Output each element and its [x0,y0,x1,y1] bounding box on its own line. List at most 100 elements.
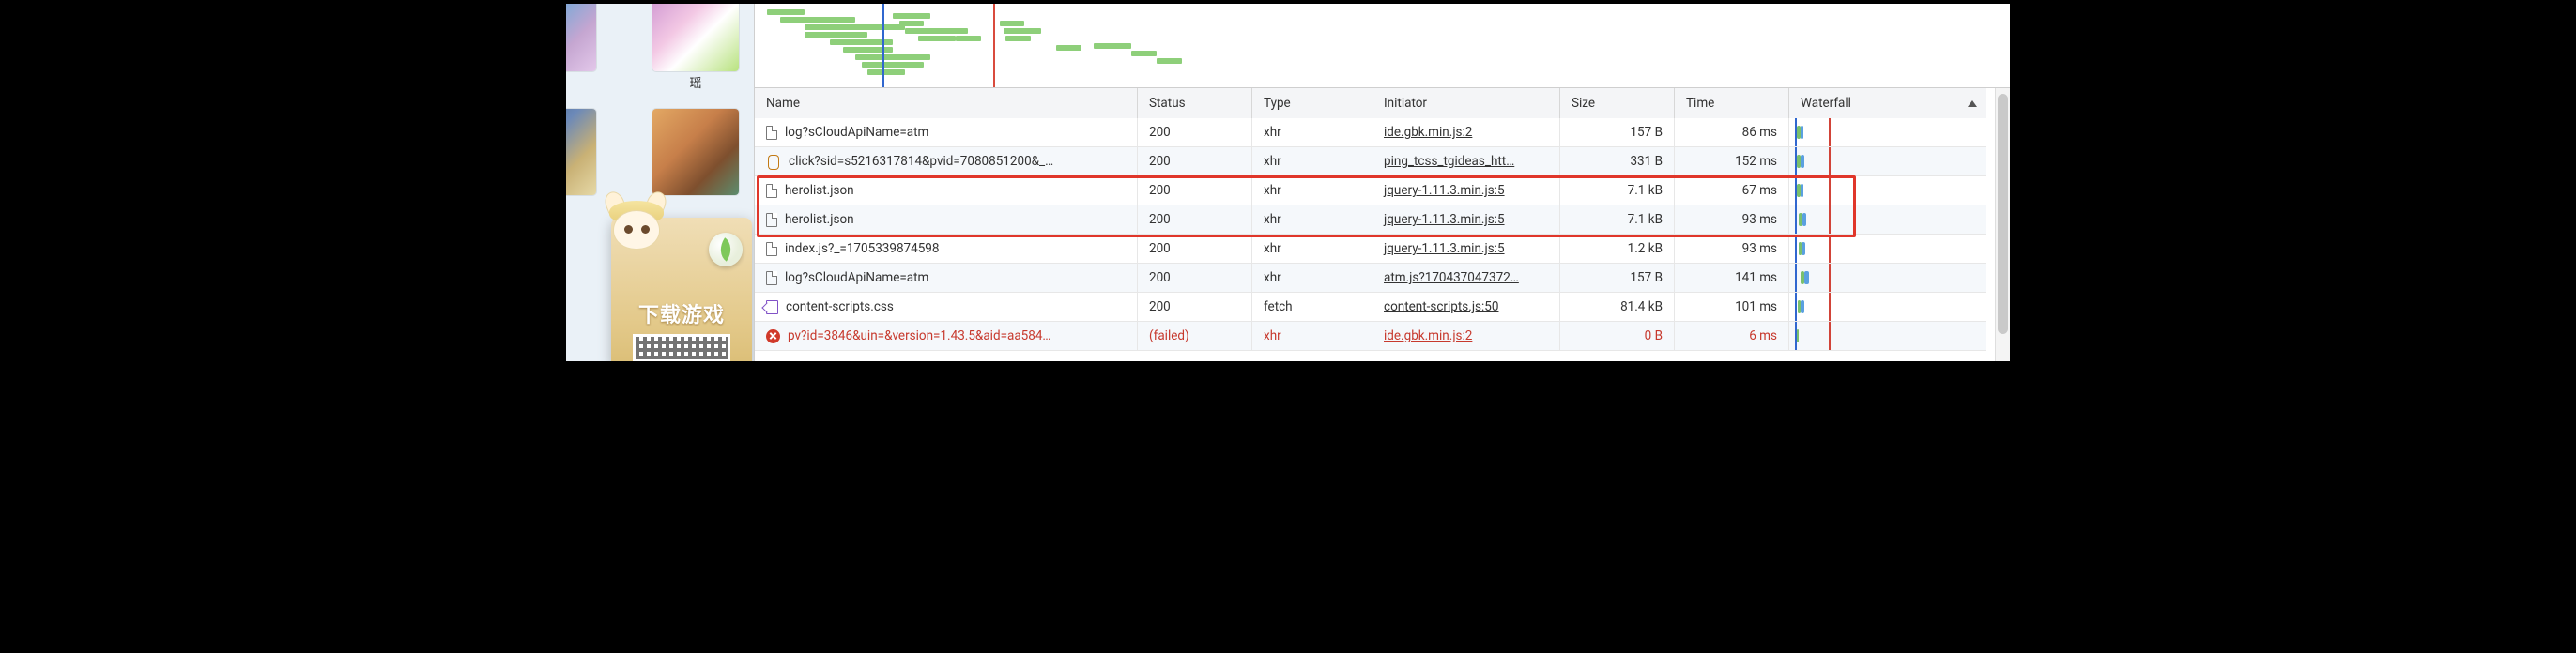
scrollbar-thumb[interactable] [1998,94,2008,334]
doc-file-icon [766,184,777,198]
cell-initiator[interactable]: jquery-1.11.3.min.js:5 [1372,205,1560,235]
cell-status: 200 [1138,205,1252,235]
request-name: herolist.json [785,212,854,227]
cell-type: xhr [1252,205,1372,235]
doc-file-icon [766,126,777,140]
column-header-time[interactable]: Time [1675,88,1789,118]
initiator-link[interactable]: content-scripts.js:50 [1384,299,1498,314]
cell-time: 86 ms [1675,118,1789,147]
mascot-icon [604,193,682,272]
game-left-panel: 中君 瑶 马懿 下载游戏 [566,4,754,361]
cell-name[interactable]: herolist.json [755,205,1138,235]
cell-status: 200 [1138,293,1252,322]
request-name: click?sid=s5216317814&pvid=7080851200&_… [789,154,1053,169]
hero-thumb[interactable] [652,4,739,71]
column-header-size[interactable]: Size [1560,88,1675,118]
cell-time: 93 ms [1675,235,1789,264]
cell-size: 157 B [1560,264,1675,293]
cell-type: xhr [1252,264,1372,293]
hero-thumb[interactable] [566,109,596,195]
cell-name[interactable]: herolist.json [755,176,1138,205]
cell-type: xhr [1252,235,1372,264]
initiator-link[interactable]: ping_tcss_tgideas_htt… [1384,154,1514,169]
cell-initiator[interactable]: ide.gbk.min.js:2 [1372,322,1560,351]
screenshot-frame: 中君 瑶 马懿 下载游戏 [556,0,2020,372]
cell-status: 200 [1138,235,1252,264]
request-name: pv?id=3846&uin=&version=1.43.5&aid=aa584… [788,328,1050,343]
cell-waterfall [1789,293,1986,322]
cell-initiator[interactable]: jquery-1.11.3.min.js:5 [1372,235,1560,264]
doc-file-icon [766,271,777,285]
network-request-grid: Name Status Type Initiator Size Time Wat… [755,88,1995,361]
devtools-network-panel: Name Status Type Initiator Size Time Wat… [754,4,2010,361]
cell-name[interactable]: content-scripts.css [755,293,1138,322]
cell-type: fetch [1252,293,1372,322]
cell-waterfall [1789,322,1986,351]
initiator-link[interactable]: jquery-1.11.3.min.js:5 [1384,183,1505,198]
hero-thumb[interactable] [566,4,596,71]
cell-name[interactable]: log?sCloudApiName=atm [755,118,1138,147]
column-header-type[interactable]: Type [1252,88,1372,118]
cell-status: (failed) [1138,322,1252,351]
cell-size: 331 B [1560,147,1675,176]
doc-file-icon [766,242,777,256]
cell-size: 7.1 kB [1560,205,1675,235]
cell-name[interactable]: pv?id=3846&uin=&version=1.43.5&aid=aa584… [755,322,1138,351]
cell-waterfall [1789,235,1986,264]
cell-status: 200 [1138,147,1252,176]
json-file-icon [766,154,781,169]
cell-status: 200 [1138,264,1252,293]
cell-name[interactable]: click?sid=s5216317814&pvid=7080851200&_… [755,147,1138,176]
hero-caption: 中君 [566,73,596,91]
screenshot-inner: 中君 瑶 马懿 下载游戏 [566,4,2010,361]
cell-type: xhr [1252,176,1372,205]
fail-file-icon [766,329,780,343]
network-grid-wrap: Name Status Type Initiator Size Time Wat… [755,88,2010,361]
qr-code-icon [633,334,730,361]
initiator-link[interactable]: jquery-1.11.3.min.js:5 [1384,241,1505,256]
initiator-link[interactable]: jquery-1.11.3.min.js:5 [1384,212,1505,227]
initiator-link[interactable]: ide.gbk.min.js:2 [1384,328,1472,343]
cell-initiator[interactable]: ide.gbk.min.js:2 [1372,118,1560,147]
cell-initiator[interactable]: atm.js?170437047372… [1372,264,1560,293]
cell-type: xhr [1252,147,1372,176]
cell-size: 0 B [1560,322,1675,351]
cell-size: 157 B [1560,118,1675,147]
cell-time: 141 ms [1675,264,1789,293]
initiator-link[interactable]: ide.gbk.min.js:2 [1384,125,1472,140]
cell-size: 7.1 kB [1560,176,1675,205]
column-header-status[interactable]: Status [1138,88,1252,118]
initiator-link[interactable]: atm.js?170437047372… [1384,270,1519,285]
cell-name[interactable]: index.js?_=1705339874598 [755,235,1138,264]
cell-type: xhr [1252,118,1372,147]
cell-initiator[interactable]: content-scripts.js:50 [1372,293,1560,322]
doc-file-icon [766,213,777,227]
cell-waterfall [1789,118,1986,147]
cell-size: 1.2 kB [1560,235,1675,264]
request-name: content-scripts.css [786,299,894,314]
network-timeline-overview[interactable] [755,4,2010,88]
cell-status: 200 [1138,176,1252,205]
cell-name[interactable]: log?sCloudApiName=atm [755,264,1138,293]
cell-status: 200 [1138,118,1252,147]
request-name: index.js?_=1705339874598 [785,241,939,256]
column-header-name[interactable]: Name [755,88,1138,118]
css-file-icon [766,300,778,314]
column-header-waterfall[interactable]: Waterfall [1789,88,1986,118]
request-name: log?sCloudApiName=atm [785,270,928,285]
vertical-scrollbar[interactable] [1995,88,2010,361]
cell-waterfall [1789,264,1986,293]
cell-time: 6 ms [1675,322,1789,351]
sort-ascending-icon [1968,100,1977,107]
cell-time: 101 ms [1675,293,1789,322]
leaf-badge-icon [709,233,743,266]
cell-initiator[interactable]: jquery-1.11.3.min.js:5 [1372,176,1560,205]
cell-initiator[interactable]: ping_tcss_tgideas_htt… [1372,147,1560,176]
column-header-initiator[interactable]: Initiator [1372,88,1560,118]
cell-waterfall [1789,205,1986,235]
download-card[interactable]: 下载游戏 [611,218,752,361]
cell-waterfall [1789,147,1986,176]
hero-thumb[interactable] [652,109,739,195]
cell-size: 81.4 kB [1560,293,1675,322]
cell-time: 152 ms [1675,147,1789,176]
